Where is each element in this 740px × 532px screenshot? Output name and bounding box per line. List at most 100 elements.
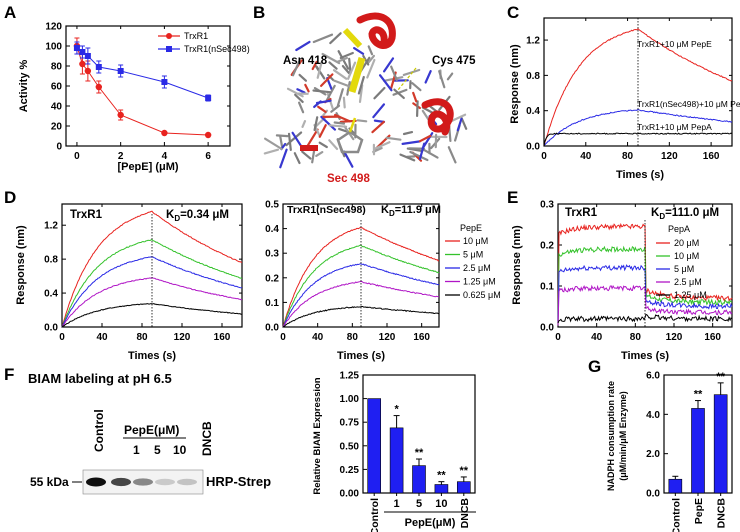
structure-bond	[333, 79, 352, 88]
panel-d-series	[61, 210, 243, 328]
structure-bond	[402, 131, 414, 136]
panel-g-ylabel-1: NADPH consumption rate	[606, 381, 616, 491]
panel-f-bars: Control * 1 ** 5 ** 10 ** DNCB	[367, 398, 471, 532]
structure-bond	[373, 86, 386, 100]
panel-e-xtick-label: 80	[630, 332, 642, 343]
panel-g-bar	[668, 478, 683, 494]
panel-a-xtick-label: 2	[118, 151, 124, 162]
panel-g-ylabel-2: (μM/min/μM Enzyme)	[618, 391, 628, 481]
structure-bond	[342, 96, 346, 109]
structure-bond	[285, 131, 303, 147]
legend-label-nsec: TrxR1(nSec498)	[184, 44, 250, 54]
panel-a-point-nsec	[73, 45, 80, 51]
panel-d-ytick-label: 0.0	[44, 323, 58, 334]
panel-f-category-label: 10	[435, 498, 447, 510]
legend-marker-trxr1	[166, 33, 172, 39]
structure-bond	[416, 100, 419, 118]
panel-f-bar	[412, 465, 426, 494]
structure-bond	[279, 148, 288, 169]
structure-bond	[298, 73, 307, 82]
structure-bond	[356, 119, 368, 123]
panel-e-legend: PepA 20 μM 10 μM 5 μM 2.5 μM 1.25 μM	[656, 224, 707, 300]
panel-e-curve-3	[557, 284, 733, 326]
panel-f-category-label: DNCB	[459, 498, 471, 529]
structure-bond	[328, 61, 338, 70]
panel-d2-series	[282, 220, 440, 328]
structure-bond	[372, 103, 385, 119]
panel-letter-d: D	[4, 188, 16, 207]
lane-label-1: 1	[133, 443, 140, 457]
kde-k: K	[651, 207, 660, 219]
structure-sticks	[263, 32, 468, 169]
structure-bond	[357, 75, 365, 95]
panel-d2-ytick-label: 0.0	[265, 323, 279, 334]
structure-bond	[294, 93, 304, 104]
structure-bond	[301, 150, 312, 160]
structure-bond	[318, 141, 328, 149]
panel-a-xlabel: [PepE] (μM)	[117, 161, 178, 173]
panel-e-curve-4	[557, 313, 733, 324]
structure-bond	[332, 69, 348, 80]
panel-a-axes: 0 20 40 60 80 100 120 0 2 4 6	[45, 22, 230, 162]
panel-a-chart: Activity % [PepE] (μM) 0 20 40 60 80 100 120 0 2…	[18, 22, 250, 174]
panel-c-label-nsec-pepe: TrxR1(nSec498)+10 μM PepE	[637, 99, 740, 109]
blot-title: BIAM labeling at pH 6.5	[28, 371, 172, 386]
panel-d-curve-4	[61, 303, 243, 328]
panel-f-blot: BIAM labeling at pH 6.5 Control PepE(μM)…	[28, 371, 271, 495]
panel-g-significance: **	[694, 389, 703, 401]
panel-a-ytick-label: 60	[51, 82, 63, 93]
structure-bond	[346, 80, 351, 96]
panel-c-label-trxr1-pepa: TrxR1+10 μM PepA	[637, 122, 712, 132]
panel-a-point-nsec	[95, 64, 102, 70]
panel-d2-ytick-label: 0.5	[265, 200, 279, 211]
blot-band	[155, 478, 175, 486]
panel-letter-g: G	[588, 357, 601, 376]
panel-d2-xlabel: Times (s)	[337, 350, 385, 362]
structure-bond	[330, 104, 341, 113]
panel-f-bar-chart: Relative BIAM Expression 0.00 0.25 0.50 0.7…	[312, 371, 476, 532]
structure-bond	[336, 88, 344, 107]
panel-c-ylabel: Response (nm)	[509, 44, 521, 124]
panel-d2-axes: 0.0 0.1 0.2 0.3 0.4 0.5 0 40 80 120 160	[265, 200, 439, 343]
panel-a-xtick-label: 6	[205, 151, 211, 162]
panel-d-xtick-label: 40	[96, 332, 108, 343]
panel-a-point-trxr1	[79, 60, 86, 68]
panel-d2-chart: Times (s) TrxR1(nSec498) KD=11.9 μM 0.00…	[265, 200, 501, 363]
label-sec498: Sec 498	[327, 173, 370, 185]
panel-g-axes: 0.0 2.0 4.0 6.0	[646, 371, 668, 500]
structure-bond	[313, 116, 319, 132]
panel-d2-frame	[282, 203, 440, 328]
panel-g-bar	[691, 408, 705, 494]
panel-d-xlabel: Times (s)	[128, 350, 176, 362]
panel-g-category-label: Control	[670, 498, 682, 532]
panel-e-legend-label: 10 μM	[674, 251, 699, 261]
panel-c-xtick-label: 0	[541, 151, 547, 162]
panel-f-ytick-label: 1.25	[340, 371, 360, 382]
kd-k: K	[166, 209, 175, 221]
panel-a-point-trxr1	[204, 131, 212, 139]
structure-bond	[264, 137, 283, 151]
panel-d-xtick-label: 0	[59, 332, 65, 343]
structure-bond	[383, 57, 395, 73]
structure-bond	[334, 113, 351, 123]
panel-letter-a: A	[4, 3, 16, 22]
legend-marker-nsec	[166, 46, 172, 52]
panel-d2-xtick-label: 40	[312, 332, 324, 343]
panel-g-category-label: PepE	[693, 498, 705, 524]
structure-bond	[320, 115, 336, 131]
structure-bond	[306, 128, 319, 147]
structure-bond	[424, 69, 432, 84]
panel-c-xlabel: Times (s)	[616, 169, 664, 181]
blot-band	[111, 477, 131, 487]
panel-d-legend-label: 1.25 μM	[463, 277, 496, 287]
panel-f-category-label: Control	[369, 498, 381, 532]
structure-bond	[315, 151, 324, 157]
structure-bond	[347, 61, 357, 80]
panel-d2-xtick-label: 160	[413, 332, 430, 343]
panel-g-bars: Control ** PepE ** DNCB	[668, 371, 728, 532]
panel-c-xtick-label: 160	[703, 151, 720, 162]
structure-bond	[298, 101, 305, 114]
structure-bond	[317, 105, 327, 114]
panel-b-structure: Asn 418 Cys 475 Sec 498	[263, 12, 476, 185]
panel-d-kd: KD=0.34 μM	[166, 209, 229, 223]
